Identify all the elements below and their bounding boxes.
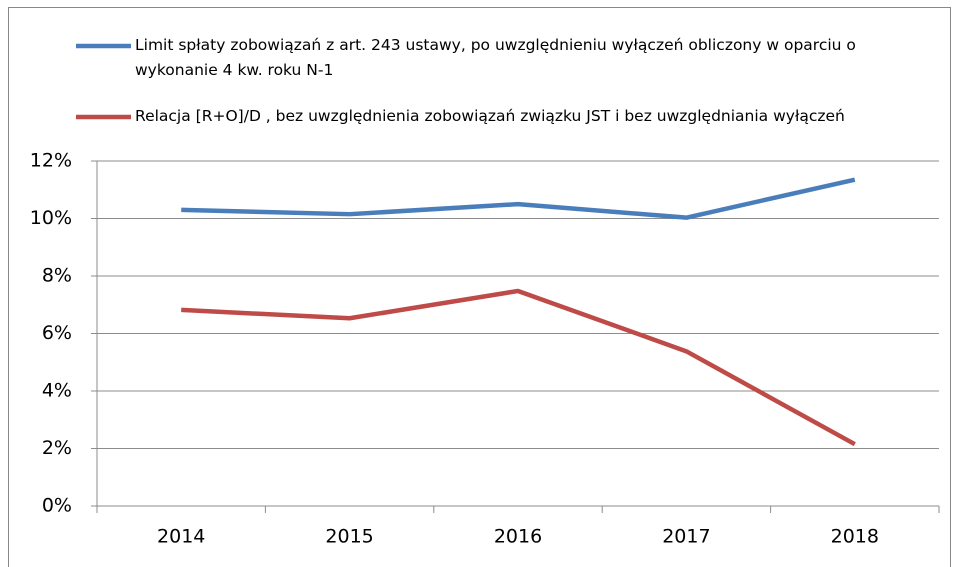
legend-label: Relacja [R+O]/D , bez uwzględnienia zobo… bbox=[135, 107, 845, 125]
x-tick-label: 2017 bbox=[662, 526, 710, 548]
y-tick-label: 4% bbox=[42, 380, 72, 402]
x-tick-label: 2015 bbox=[325, 526, 373, 548]
chart-frame bbox=[8, 7, 951, 567]
y-tick-label: 8% bbox=[42, 265, 72, 287]
legend-label: Limit spłaty zobowiązań z art. 243 ustaw… bbox=[135, 36, 856, 79]
y-tick-label: 6% bbox=[42, 322, 72, 344]
y-tick-label: 0% bbox=[42, 495, 72, 517]
series-line bbox=[181, 288, 856, 447]
series-line bbox=[181, 177, 856, 220]
y-tick-label: 10% bbox=[30, 207, 72, 229]
x-tick-label: 2016 bbox=[494, 526, 542, 548]
x-tick-label: 2018 bbox=[831, 526, 879, 548]
y-tick-label: 12% bbox=[30, 150, 72, 172]
y-tick-label: 2% bbox=[42, 437, 72, 459]
x-tick-label: 2014 bbox=[157, 526, 205, 548]
